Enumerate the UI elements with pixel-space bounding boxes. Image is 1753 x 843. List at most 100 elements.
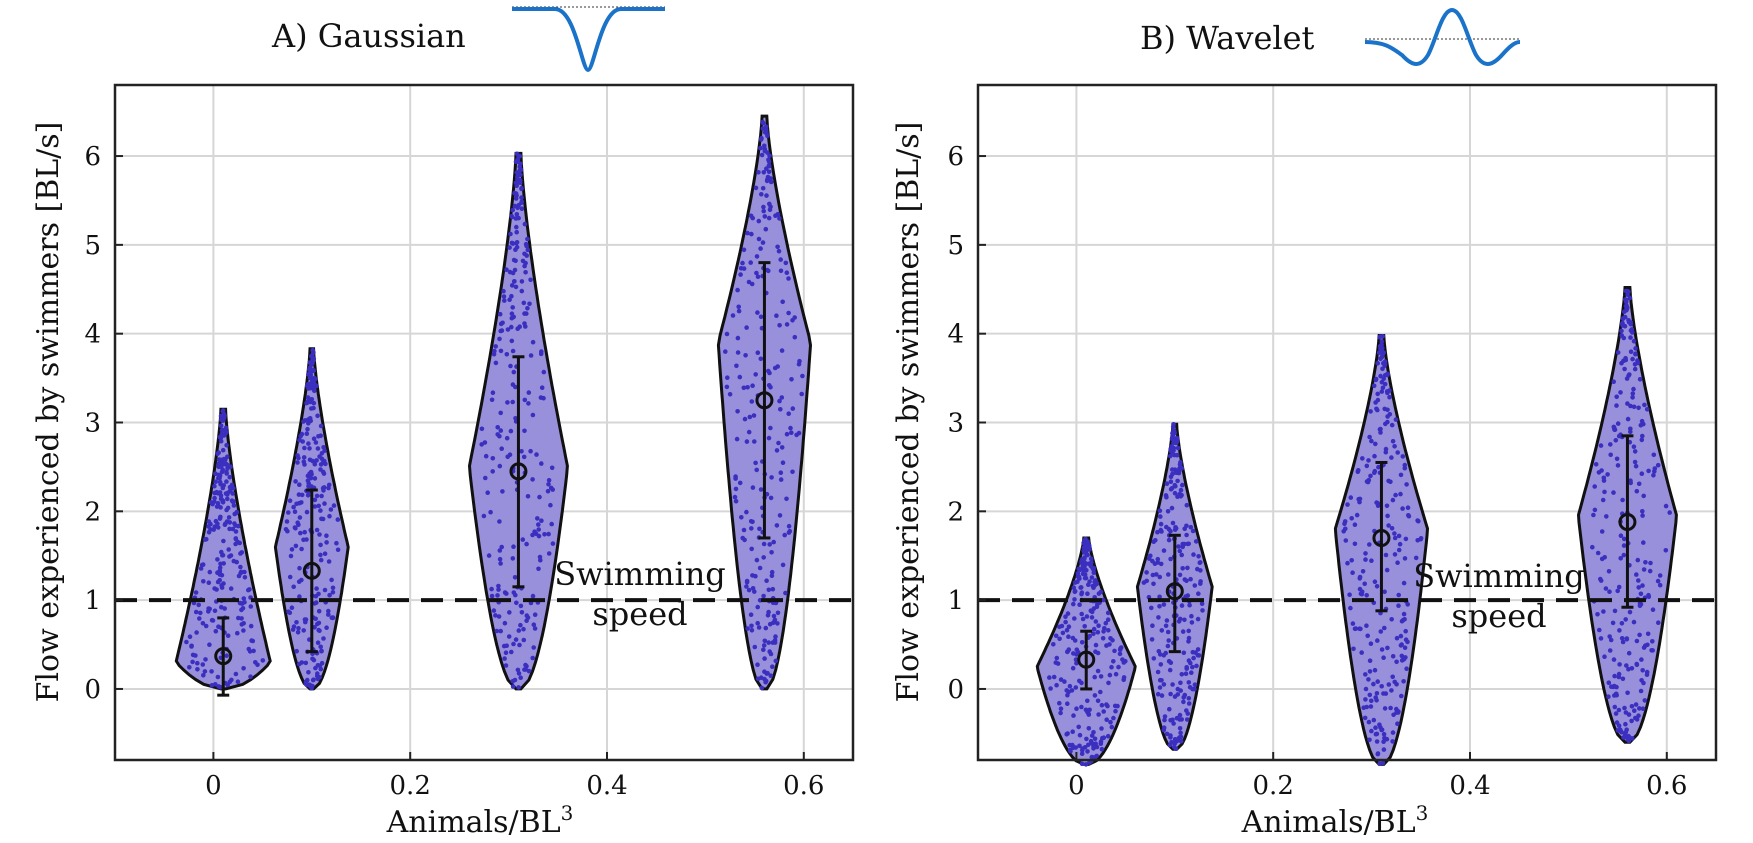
sample-point: [207, 642, 212, 647]
sample-point: [1157, 652, 1163, 657]
sample-point: [514, 240, 520, 245]
sample-point: [217, 577, 222, 583]
sample-point: [724, 384, 730, 390]
sample-point: [1401, 580, 1407, 586]
sample-point: [772, 365, 778, 371]
sample-point: [331, 503, 337, 508]
sample-point: [213, 479, 218, 485]
sample-point: [1066, 624, 1072, 629]
sample-point: [1395, 560, 1400, 565]
sample-point: [238, 600, 243, 606]
sample-point: [1157, 604, 1162, 609]
sample-point: [1628, 321, 1634, 327]
sample-point: [1089, 733, 1095, 738]
sample-point: [234, 510, 239, 516]
sample-point: [537, 554, 543, 560]
sample-point: [1400, 506, 1405, 511]
sample-point: [1614, 403, 1619, 408]
sample-point: [1610, 620, 1616, 626]
sample-point: [1166, 638, 1171, 643]
sample-point: [1352, 541, 1358, 547]
sample-point: [1392, 679, 1397, 685]
sample-point: [1100, 636, 1106, 641]
sample-point: [1113, 671, 1119, 677]
sample-point: [512, 279, 517, 284]
sample-point: [752, 439, 757, 444]
sample-point: [1077, 732, 1083, 738]
sample-point: [1058, 710, 1063, 716]
sample-point: [1390, 654, 1396, 659]
sample-point: [769, 550, 774, 555]
sample-point: [1621, 309, 1627, 315]
sample-point: [288, 553, 294, 559]
sample-point: [241, 666, 246, 671]
sample-point: [198, 566, 204, 571]
sample-point: [546, 482, 551, 487]
sample-point: [519, 195, 524, 200]
sample-point: [1600, 497, 1606, 503]
sample-point: [506, 634, 512, 639]
sample-point: [1644, 407, 1650, 412]
sample-point: [1640, 583, 1645, 588]
sample-point: [1641, 645, 1647, 650]
sample-point: [1085, 540, 1090, 546]
sample-point: [314, 527, 320, 533]
sample-point: [303, 617, 309, 622]
sample-point: [1375, 407, 1380, 413]
sample-point: [1629, 666, 1635, 671]
sample-point: [1385, 407, 1390, 413]
sample-point: [1080, 616, 1086, 622]
sample-point: [486, 553, 492, 558]
sample-point: [1162, 717, 1167, 723]
sample-point: [1367, 542, 1372, 547]
sample-point: [786, 276, 791, 281]
sample-point: [494, 628, 500, 634]
sample-point: [1375, 751, 1381, 756]
sample-point: [1177, 712, 1183, 718]
sample-point: [1070, 729, 1075, 734]
panel-a-title: A) Gaussian: [271, 17, 466, 55]
sample-point: [749, 231, 754, 237]
sample-point: [1082, 624, 1087, 629]
sample-point: [528, 277, 533, 283]
panel-b-xlabel: Animals/BL3: [1241, 801, 1429, 840]
sample-point: [741, 527, 747, 533]
sample-point: [1057, 636, 1062, 642]
sample-point: [1373, 441, 1378, 447]
sample-point: [1091, 606, 1097, 611]
sample-point: [1190, 686, 1195, 692]
sample-point: [1595, 612, 1600, 617]
sample-point: [1182, 617, 1187, 623]
sample-point: [293, 479, 298, 484]
sample-point: [1373, 695, 1378, 700]
sample-point: [1624, 636, 1630, 641]
sample-point: [217, 490, 223, 495]
sample-point: [767, 542, 772, 547]
sample-point: [525, 306, 530, 311]
sample-point: [752, 644, 758, 650]
sample-point: [1402, 462, 1408, 468]
sample-point: [1107, 642, 1112, 647]
sample-point: [1184, 708, 1189, 713]
sample-point: [1619, 328, 1624, 334]
sample-point: [1182, 541, 1187, 547]
sample-point: [1373, 377, 1379, 383]
sample-point: [308, 369, 314, 375]
sample-point: [320, 469, 326, 475]
sample-point: [1085, 749, 1090, 754]
sample-point: [1363, 672, 1368, 677]
sample-point: [1158, 561, 1164, 567]
sample-point: [308, 475, 314, 481]
sample-point: [761, 643, 767, 648]
sample-point: [1626, 666, 1631, 672]
sample-point: [1401, 679, 1406, 684]
sample-point: [746, 279, 752, 285]
sample-point: [723, 349, 728, 354]
sample-point: [1625, 288, 1630, 294]
sample-point: [330, 590, 336, 595]
sample-point: [765, 670, 770, 676]
sample-point: [315, 413, 320, 419]
sample-point: [317, 663, 323, 668]
sample-point: [1066, 689, 1071, 695]
sample-point: [1064, 732, 1069, 737]
